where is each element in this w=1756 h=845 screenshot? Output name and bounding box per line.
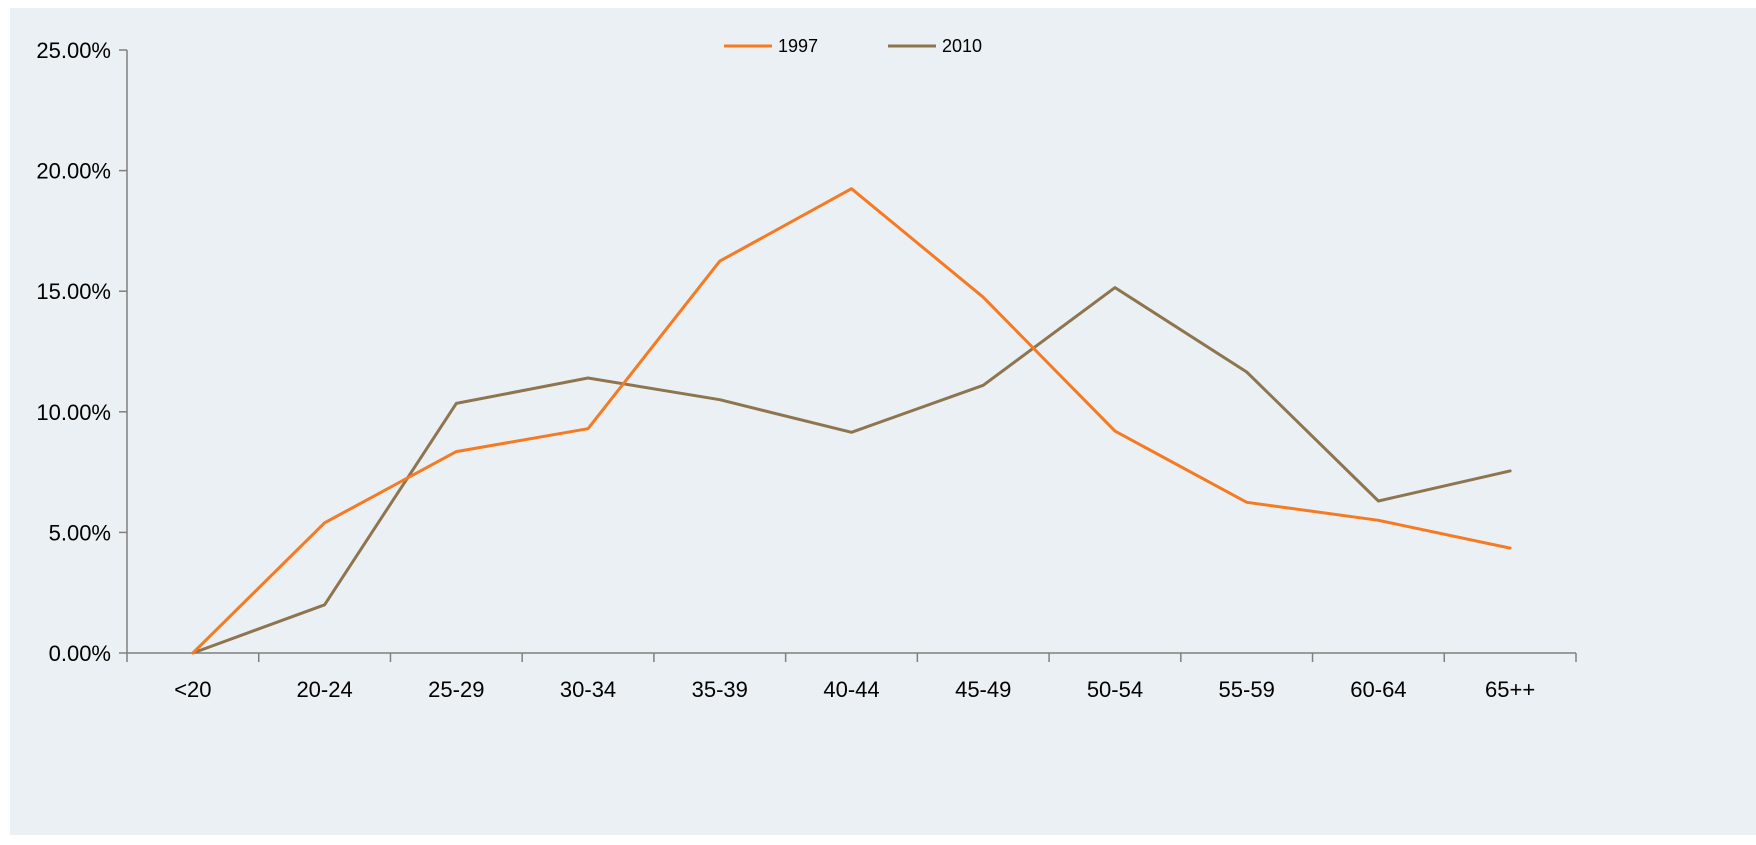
axes-group: 0.00% 5.00% 10.00% 15.00% 20.00% 25.00% <20 20-…	[36, 38, 1577, 702]
x-tick-label: 60-64	[1350, 677, 1406, 702]
y-tick-label: 20.00%	[36, 159, 111, 184]
legend: 1997 2010	[724, 36, 982, 56]
x-tick-label: 50-54	[1087, 677, 1143, 702]
x-tick-label: 65++	[1485, 677, 1535, 702]
x-tick-label: 25-29	[428, 677, 484, 702]
x-tick-label: 30-34	[560, 677, 616, 702]
x-tick-label: 40-44	[823, 677, 879, 702]
series-line-1997	[191, 187, 1512, 655]
x-tick-label: 35-39	[692, 677, 748, 702]
legend-label-2010: 2010	[942, 36, 982, 56]
x-tick-label: 20-24	[296, 677, 352, 702]
y-tick-label: 25.00%	[36, 38, 111, 63]
series-line-2010	[191, 286, 1512, 655]
legend-label-1997: 1997	[778, 36, 818, 56]
y-tick-label: 0.00%	[49, 641, 111, 666]
series-group	[191, 187, 1512, 655]
x-tick-label: 55-59	[1219, 677, 1275, 702]
x-tick-label: <20	[174, 677, 211, 702]
y-tick-label: 15.00%	[36, 279, 111, 304]
y-tick-label: 5.00%	[49, 520, 111, 545]
x-tick-label: 45-49	[955, 677, 1011, 702]
y-tick-label: 10.00%	[36, 400, 111, 425]
